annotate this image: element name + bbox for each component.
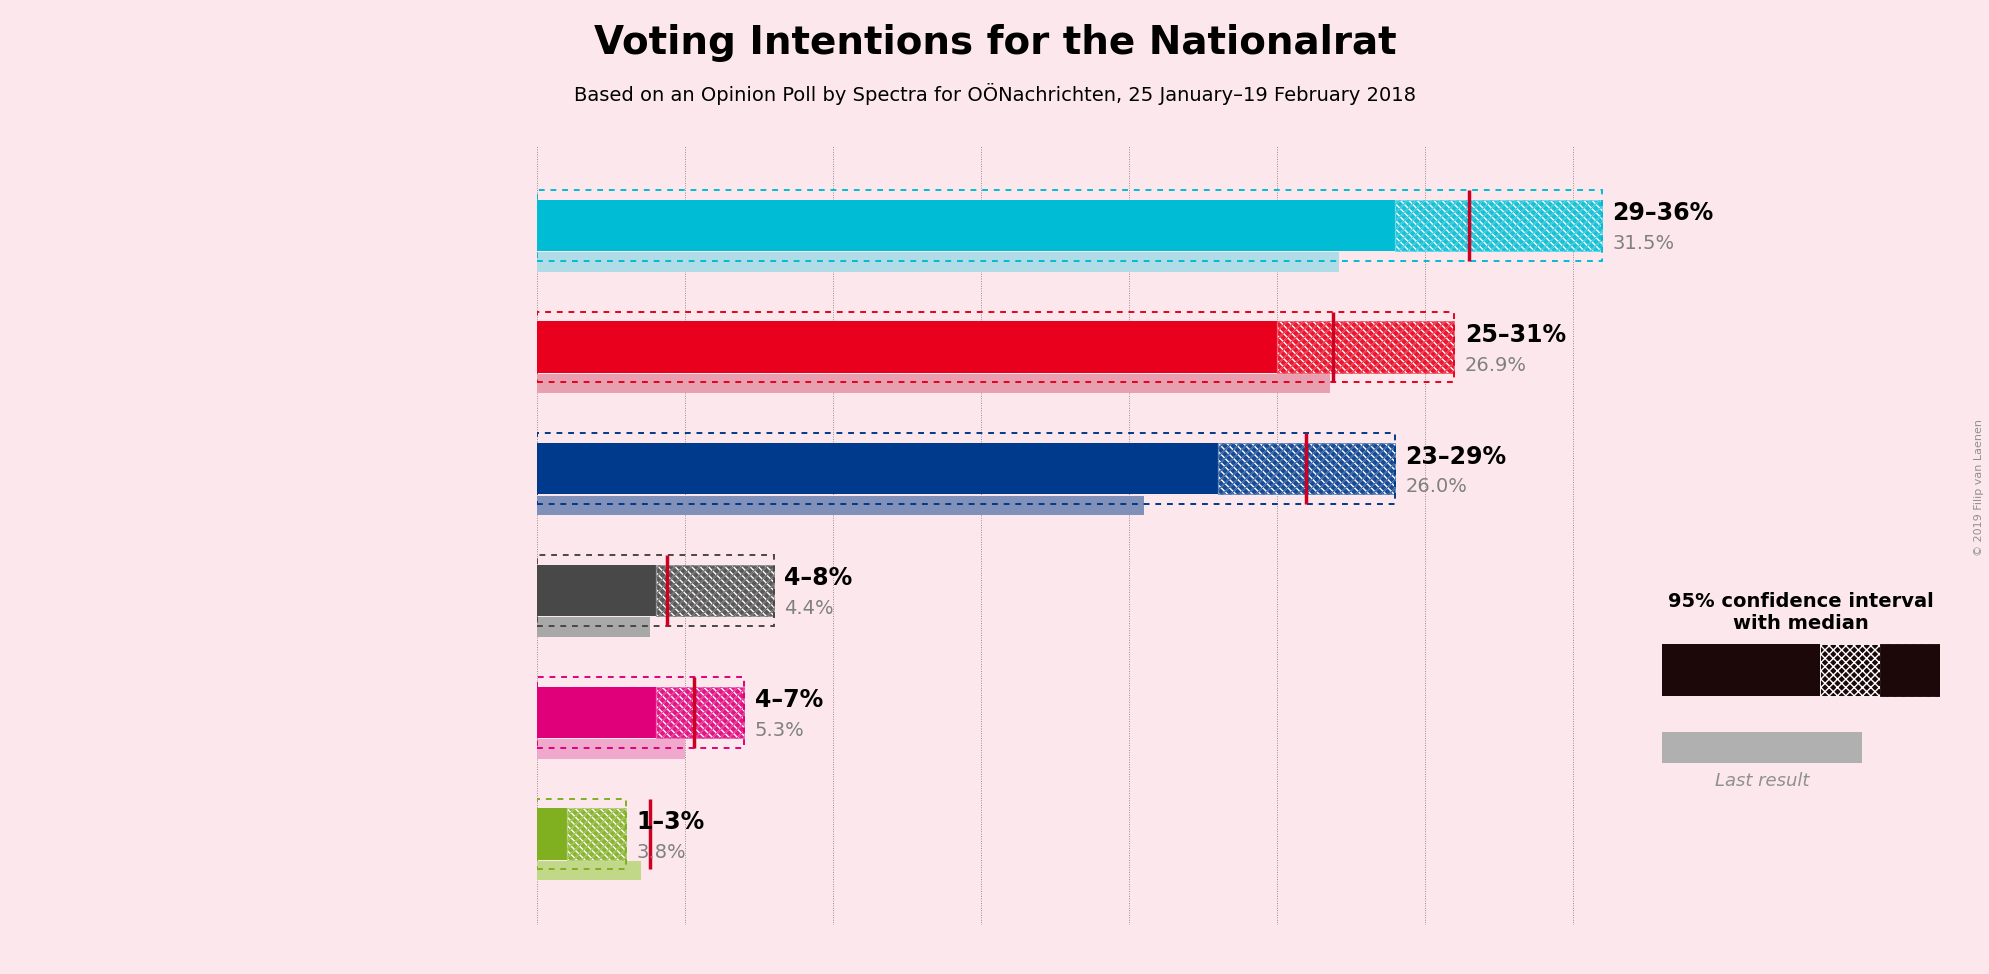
Bar — [567, 808, 627, 860]
Bar — [537, 739, 684, 759]
Text: Voting Intentions for the Nationalrat: Voting Intentions for the Nationalrat — [593, 24, 1396, 62]
Bar — [1880, 644, 1939, 695]
Text: 26.0%: 26.0% — [1404, 477, 1466, 497]
Bar — [537, 618, 648, 637]
Bar — [567, 808, 627, 860]
Bar — [1394, 200, 1601, 251]
Text: 4.4%: 4.4% — [784, 599, 833, 618]
Bar — [654, 687, 744, 738]
Bar — [537, 496, 1144, 515]
Bar — [1661, 731, 1862, 763]
Text: © 2019 Filip van Laenen: © 2019 Filip van Laenen — [1973, 419, 1983, 555]
Bar — [537, 677, 744, 748]
Text: 5.3%: 5.3% — [754, 721, 804, 740]
Bar — [1277, 321, 1454, 373]
Bar — [537, 190, 1601, 261]
Bar — [537, 312, 1454, 383]
Bar — [537, 555, 774, 626]
Bar — [537, 808, 567, 860]
Bar — [1277, 321, 1454, 373]
Bar — [537, 799, 627, 870]
Bar — [1394, 200, 1601, 251]
Bar — [654, 687, 744, 738]
Bar — [1818, 644, 1880, 695]
Bar — [1394, 200, 1601, 251]
Bar — [537, 687, 654, 738]
Bar — [1277, 321, 1454, 373]
Text: 4–8%: 4–8% — [784, 566, 851, 590]
Bar — [537, 433, 1394, 505]
Text: Last result: Last result — [1715, 772, 1808, 790]
Text: 4–7%: 4–7% — [754, 688, 823, 712]
Bar — [1217, 443, 1394, 495]
Bar — [567, 808, 627, 860]
Text: 95% confidence interval
with median: 95% confidence interval with median — [1667, 592, 1933, 633]
Bar — [654, 565, 774, 617]
Text: 31.5%: 31.5% — [1611, 234, 1675, 253]
Bar — [654, 565, 774, 617]
Text: 23–29%: 23–29% — [1404, 444, 1506, 468]
Bar — [1217, 443, 1394, 495]
Text: 25–31%: 25–31% — [1464, 322, 1565, 347]
Text: Based on an Opinion Poll by Spectra for OÖNachrichten, 25 January–19 February 20: Based on an Opinion Poll by Spectra for … — [573, 83, 1416, 105]
Text: 3.8%: 3.8% — [636, 843, 686, 862]
Bar — [537, 252, 1339, 272]
Bar — [537, 443, 1217, 495]
Bar — [537, 565, 654, 617]
Text: 29–36%: 29–36% — [1611, 201, 1713, 225]
Bar — [654, 565, 774, 617]
Bar — [1217, 443, 1394, 495]
Bar — [537, 200, 1394, 251]
Bar — [537, 321, 1277, 373]
Text: 1–3%: 1–3% — [636, 809, 704, 834]
Bar — [654, 687, 744, 738]
Bar — [537, 374, 1329, 393]
Text: 26.9%: 26.9% — [1464, 356, 1526, 375]
Bar — [1661, 644, 1818, 695]
Bar — [537, 861, 640, 880]
